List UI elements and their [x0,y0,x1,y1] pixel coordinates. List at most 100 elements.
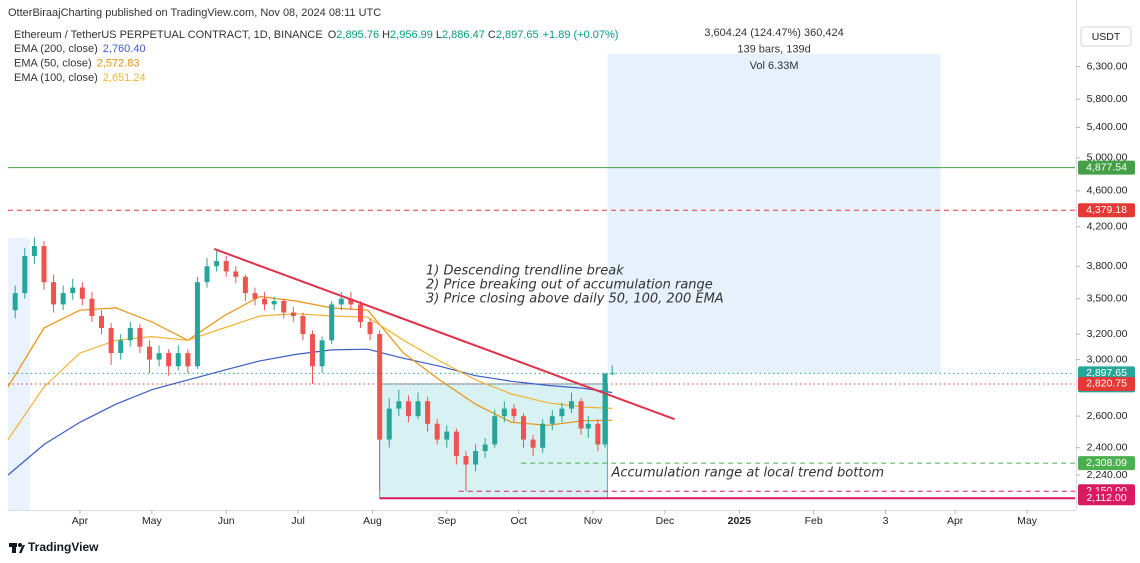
ohlc-key: L [436,29,442,41]
logo-mark [19,545,25,553]
legend-value: 2,651.24 [103,72,146,84]
candle-body [559,408,565,417]
candle-body [609,373,615,375]
candle-body [194,282,200,367]
candle-body [595,423,601,445]
candle-body [271,300,277,305]
candle-body [233,271,239,277]
x-tick-label: Feb [805,515,823,527]
legend-value: 2,572.83 [97,57,140,69]
ohlc-key: C [488,29,496,41]
candle-body [118,340,124,354]
x-tick-label: May [142,515,163,527]
annotation: 3) Price closing above daily 50, 100, 20… [426,292,724,307]
level-label: 2,308.09 [1086,457,1127,469]
ohlc-key: H [382,29,390,41]
level-label: 4,877.54 [1086,161,1127,173]
candle-body [492,416,498,445]
candle-body [70,287,76,294]
candle-body [578,401,584,429]
y-tick-label: 3,500.00 [1087,293,1128,305]
logo-mark [12,547,16,553]
candle-body [60,293,66,305]
candle-body [482,444,488,452]
candle-body [204,266,210,283]
candle-body [348,298,354,305]
candle-body [602,373,608,445]
candle-body [530,439,536,448]
logo-mark [18,543,22,547]
level-label: 2,820.75 [1086,378,1127,390]
candle-body [540,423,546,448]
candle-body [166,353,172,367]
candle-body [511,408,517,417]
candle-body [425,401,431,424]
candle-body [415,401,421,417]
candle-body [156,353,162,360]
candle-body [521,416,527,440]
logo-mark [9,543,17,547]
legend-entry: EMA (100, close) 2,651.24 [14,72,146,84]
logo [9,543,25,553]
y-tick-label: 6,300.00 [1087,60,1128,72]
x-tick-label: Sep [437,515,456,527]
y-tick-label: 5,400.00 [1087,121,1128,133]
candle-body [396,401,402,409]
candle-body [12,293,18,311]
legend-entry: EMA (200, close) 2,760.40 [14,43,146,55]
candle-body [501,408,507,417]
projection-label: 139 bars, 139d [737,43,810,55]
y-tick-label: 4,200.00 [1087,220,1128,232]
ohlc-value: 2,895.76 [336,29,379,41]
level-label-box [1078,203,1135,218]
accumulation-label: Accumulation range at local trend bottom [610,466,884,481]
candle-body [473,451,479,465]
change: +1.89 (+0.07%) [543,29,619,41]
level-label-box [1078,376,1135,391]
candle-body [99,316,105,328]
symbol-line: Ethereum / TetherUS PERPETUAL CONTRACT, … [14,29,618,41]
candle-body [262,298,268,305]
candle-body [214,261,220,267]
ohlc-value: 2,897.65 [496,29,539,41]
y-tick-label: 2,400.00 [1087,442,1128,454]
legend-name: EMA (100, close) [14,72,98,84]
x-tick-label: Jul [291,515,304,527]
annotation: 1) Descending trendline break [426,264,624,279]
trendline [213,248,675,421]
candle-body [281,300,287,313]
candle-body [549,416,555,424]
candle-body [386,408,392,440]
candle-body [175,353,181,367]
publisher: OtterBiraajCharting published on Trading… [8,7,381,19]
candle-body [51,282,57,305]
candle-body [444,431,450,440]
x-tick-label: May [1017,515,1038,527]
candle-body [89,298,95,317]
y-tick-label: 4,600.00 [1087,185,1128,197]
candle-body [338,298,344,305]
candle-body [79,287,85,299]
x-tick-label: 3 [883,515,889,527]
currency: USDT [1092,31,1121,43]
candle-body [223,261,229,272]
level-label-box [1078,491,1135,506]
candle-body [22,255,28,294]
symbol: Ethereum / TetherUS PERPETUAL CONTRACT, … [14,29,323,41]
annotation: 2) Price breaking out of accumulation ra… [426,278,713,293]
x-tick-label: Dec [656,515,675,527]
candle-body [453,431,459,457]
candle-body [329,304,335,341]
ohlc-value: 2,886.47 [442,29,485,41]
candle-body [405,401,411,417]
currency-box [1080,26,1132,47]
candle-body [41,245,47,283]
candle-body [367,321,373,335]
x-tick-label: Aug [363,515,382,527]
candle-body [108,327,114,354]
ohlc-key: O [328,29,337,41]
level-label-box [1078,160,1135,175]
x-tick-label: Apr [947,515,964,527]
